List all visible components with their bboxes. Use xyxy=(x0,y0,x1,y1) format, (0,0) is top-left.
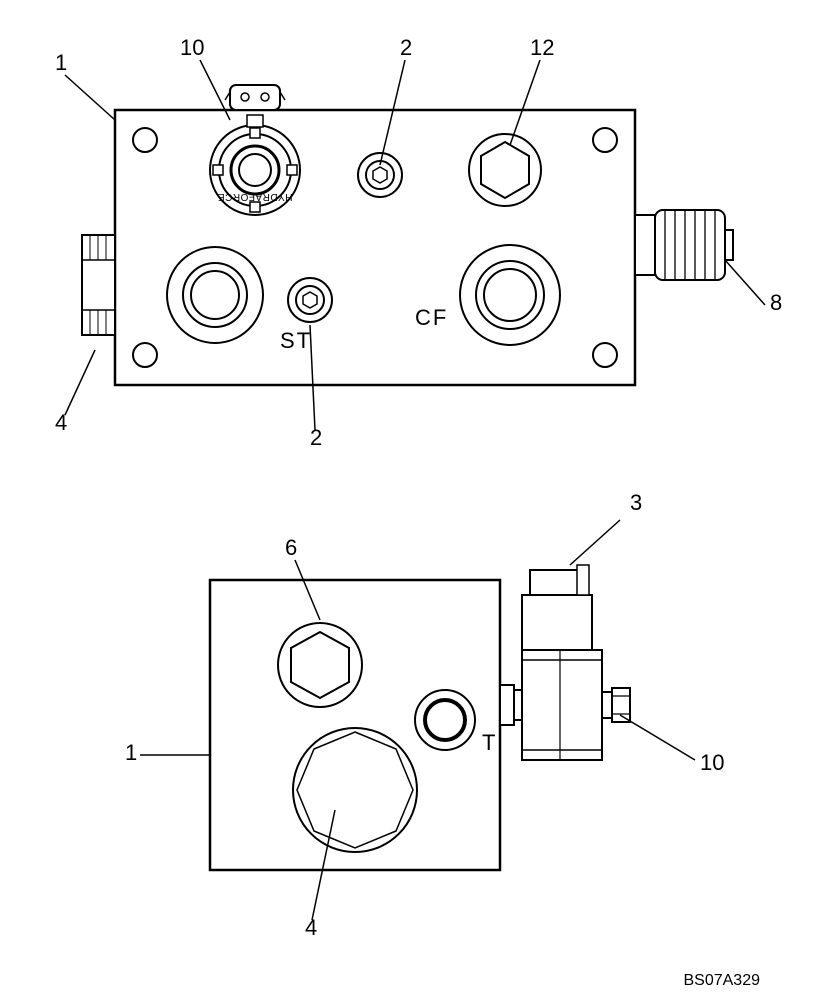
port-label-t: T xyxy=(482,730,497,755)
diagram-svg: ST CF xyxy=(0,0,832,1000)
plug-upper xyxy=(358,153,402,197)
hex-plug-6 xyxy=(278,623,362,707)
port-label-st: ST xyxy=(280,328,312,353)
callout-2: 2 xyxy=(400,35,412,60)
port-cf xyxy=(460,245,560,345)
callout-4: 4 xyxy=(55,410,67,435)
port-t xyxy=(415,690,475,750)
callouts-layer: 1 10 2 12 8 4 2 3 6 1 10 4 xyxy=(55,35,782,940)
hex-plug-12 xyxy=(469,134,541,206)
right-cartridge xyxy=(635,210,733,280)
side-solenoid xyxy=(500,565,630,760)
callout-1: 1 xyxy=(125,740,137,765)
callout-10: 10 xyxy=(180,35,204,60)
solenoid-cartridge: HYDRAFORCE xyxy=(210,85,300,215)
port-label-cf: CF xyxy=(415,305,448,330)
part-id: BS07A329 xyxy=(683,972,760,989)
callout-3: 3 xyxy=(630,490,642,515)
callout-4: 4 xyxy=(305,915,317,940)
port-st xyxy=(167,247,263,343)
left-fitting xyxy=(82,235,115,335)
callout-8: 8 xyxy=(770,290,782,315)
callout-1: 1 xyxy=(55,50,67,75)
callout-10: 10 xyxy=(700,750,724,775)
callout-2: 2 xyxy=(310,425,322,450)
top-view: ST CF xyxy=(82,85,733,385)
callout-12: 12 xyxy=(530,35,554,60)
large-port-4 xyxy=(293,728,417,852)
hydraforce-text: HYDRAFORCE xyxy=(217,191,292,202)
callout-6: 6 xyxy=(285,535,297,560)
plug-lower xyxy=(288,278,332,322)
side-view: T xyxy=(210,565,630,870)
